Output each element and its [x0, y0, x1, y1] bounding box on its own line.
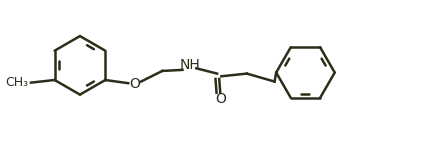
Text: O: O [129, 77, 140, 91]
Text: NH: NH [180, 58, 200, 72]
Text: CH₃: CH₃ [5, 76, 28, 89]
Text: O: O [215, 92, 226, 106]
